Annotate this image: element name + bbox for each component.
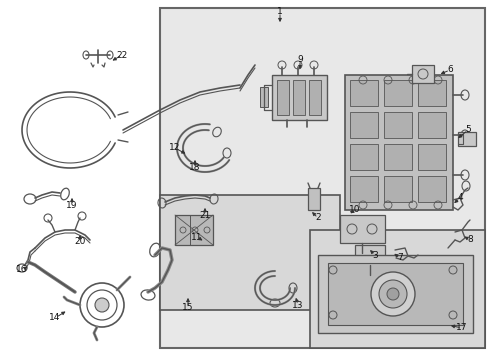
Bar: [350, 112, 378, 138]
Bar: [293, 80, 305, 115]
Text: 18: 18: [189, 163, 201, 172]
Text: 22: 22: [117, 50, 127, 59]
Text: 17: 17: [456, 324, 468, 333]
Text: 12: 12: [170, 144, 181, 153]
Text: 14: 14: [49, 314, 61, 323]
Text: 11: 11: [191, 233, 203, 242]
Bar: [384, 144, 412, 170]
Text: 7: 7: [397, 253, 403, 262]
Bar: [418, 176, 446, 202]
Text: 4: 4: [457, 194, 463, 202]
Bar: [308, 188, 320, 210]
Text: 1: 1: [277, 8, 283, 17]
Bar: [355, 245, 385, 265]
Text: 15: 15: [182, 303, 194, 312]
Bar: [458, 132, 476, 146]
Text: 6: 6: [447, 66, 453, 75]
Bar: [309, 80, 321, 115]
Bar: [350, 176, 378, 202]
Ellipse shape: [95, 298, 109, 312]
Bar: [340, 215, 385, 243]
Bar: [418, 144, 446, 170]
Text: 10: 10: [349, 206, 361, 215]
Text: 20: 20: [74, 238, 86, 247]
Bar: [418, 112, 446, 138]
Bar: [175, 215, 213, 245]
Text: 9: 9: [297, 55, 303, 64]
Text: 13: 13: [292, 301, 304, 310]
Bar: [160, 195, 340, 310]
Bar: [160, 8, 485, 348]
Bar: [384, 176, 412, 202]
Bar: [350, 144, 378, 170]
Ellipse shape: [387, 288, 399, 300]
Bar: [272, 75, 327, 120]
Text: 3: 3: [372, 251, 378, 260]
Text: 5: 5: [465, 126, 471, 135]
Bar: [350, 80, 378, 106]
Bar: [260, 87, 268, 107]
Bar: [310, 230, 485, 348]
Bar: [328, 263, 463, 325]
Text: 19: 19: [66, 201, 78, 210]
Bar: [277, 80, 289, 115]
Text: 8: 8: [467, 235, 473, 244]
Ellipse shape: [379, 280, 407, 308]
Bar: [418, 80, 446, 106]
Text: 2: 2: [315, 213, 321, 222]
Bar: [412, 65, 434, 83]
Ellipse shape: [371, 272, 415, 316]
Bar: [384, 112, 412, 138]
Text: 16: 16: [16, 266, 28, 274]
Text: 21: 21: [199, 211, 211, 220]
Bar: [384, 80, 412, 106]
Bar: [345, 75, 453, 210]
Bar: [318, 255, 473, 333]
